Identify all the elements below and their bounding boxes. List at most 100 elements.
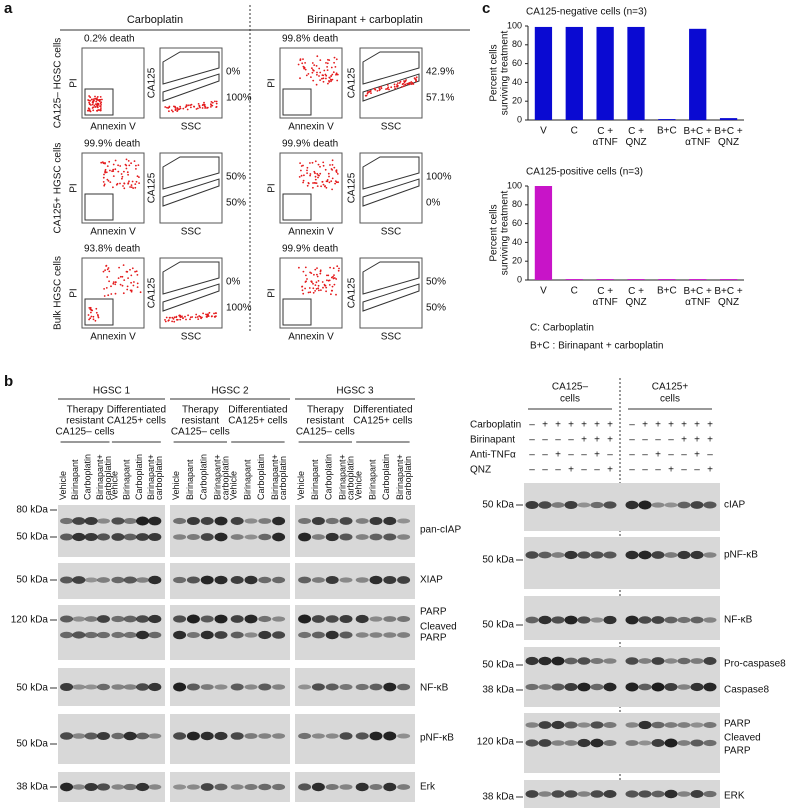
event-dot: [106, 165, 109, 168]
blot-band: [355, 732, 369, 740]
blot-band: [298, 576, 312, 584]
event-dot: [201, 104, 204, 107]
event-dot: [130, 184, 133, 187]
blot-band: [383, 575, 397, 585]
blot-band: [111, 631, 125, 639]
blot-band: [325, 615, 339, 623]
event-dot: [130, 274, 133, 277]
blot-band: [638, 790, 652, 798]
event-dot: [93, 104, 96, 107]
event-dot: [328, 284, 331, 286]
event-dot: [299, 77, 301, 80]
blot-band: [397, 784, 411, 790]
treatment-sign: –: [707, 450, 713, 461]
blot-band: [173, 534, 187, 540]
note: C: Carboplatin: [530, 323, 594, 334]
event-dot: [302, 179, 305, 182]
blot-band: [186, 784, 200, 790]
event-dot: [110, 293, 113, 295]
blot-band: [590, 790, 604, 798]
event-dot: [171, 316, 174, 319]
blot-band: [311, 615, 325, 623]
blot-band: [148, 733, 162, 739]
blot-band: [230, 683, 244, 691]
event-dot: [316, 273, 318, 276]
blot-band: [397, 615, 411, 623]
blot-band: [244, 684, 258, 690]
group-label: Differentiated: [353, 405, 412, 416]
lane-label: Birinapant: [242, 459, 252, 500]
blot-band: [148, 614, 162, 624]
event-dot: [104, 171, 106, 174]
event-dot: [325, 180, 328, 183]
blot-band: [298, 684, 312, 690]
event-dot: [129, 186, 132, 188]
event-dot: [96, 106, 99, 109]
event-dot: [92, 318, 95, 321]
panel-label: c: [482, 0, 490, 17]
event-dot: [314, 268, 317, 271]
blot-band: [577, 791, 591, 797]
event-dot: [316, 172, 319, 175]
event-dot: [312, 186, 314, 189]
axis-label: Annexin V: [90, 122, 136, 133]
blot-band: [60, 683, 74, 691]
blot-band: [148, 682, 162, 692]
event-dot: [89, 317, 92, 320]
lane-label: Birinapant+: [146, 454, 156, 500]
event-dot: [92, 109, 95, 112]
blot-band: [355, 534, 369, 540]
treatment-sign: –: [629, 420, 635, 431]
event-dot: [210, 106, 212, 108]
event-dot: [302, 181, 304, 184]
blot-band: [258, 615, 272, 623]
gate: [362, 156, 420, 190]
blot-band: [677, 722, 691, 728]
size-marker: 38 kDa: [482, 685, 514, 696]
event-dot: [333, 274, 335, 276]
treatment-sign: +: [607, 420, 613, 431]
treatment-sign: +: [668, 420, 674, 431]
size-marker: 50 kDa: [16, 739, 48, 750]
blot-band: [200, 684, 214, 690]
event-dot: [309, 291, 312, 294]
event-dot: [196, 316, 199, 318]
event-dot: [106, 178, 109, 181]
blot-band: [625, 740, 639, 746]
gate-percent: 100%: [226, 303, 252, 314]
blot-band: [538, 791, 552, 797]
event-dot: [322, 80, 325, 83]
treatment-sign: +: [594, 450, 600, 461]
event-dot: [165, 316, 168, 319]
event-dot: [326, 274, 328, 277]
blot-band: [703, 790, 717, 798]
event-dot: [173, 316, 176, 319]
event-dot: [315, 182, 318, 185]
blot-band: [625, 500, 639, 510]
bar: [719, 118, 738, 120]
axis-label: SSC: [381, 332, 402, 343]
bar: [565, 279, 583, 280]
blot-band: [214, 631, 228, 639]
event-dot: [190, 103, 193, 106]
event-dot: [298, 266, 300, 269]
blot-band: [383, 731, 397, 741]
blot-band: [703, 657, 717, 665]
event-dot: [330, 75, 333, 77]
event-dot: [313, 273, 315, 276]
event-dot: [312, 182, 314, 184]
blot-band: [383, 782, 397, 792]
lane-label: Birinapant: [122, 459, 132, 500]
blot-band: [186, 614, 200, 624]
bar: [596, 26, 614, 120]
lane-label: carboplatin: [154, 456, 164, 500]
gate: [162, 283, 220, 312]
event-dot: [322, 74, 325, 77]
blot-band: [383, 682, 397, 692]
blot-band: [638, 740, 652, 746]
event-dot: [325, 77, 327, 80]
y-tick-label: 20: [512, 96, 522, 106]
blot-band: [664, 738, 678, 748]
event-dot: [203, 101, 205, 104]
blot-band: [564, 790, 578, 798]
